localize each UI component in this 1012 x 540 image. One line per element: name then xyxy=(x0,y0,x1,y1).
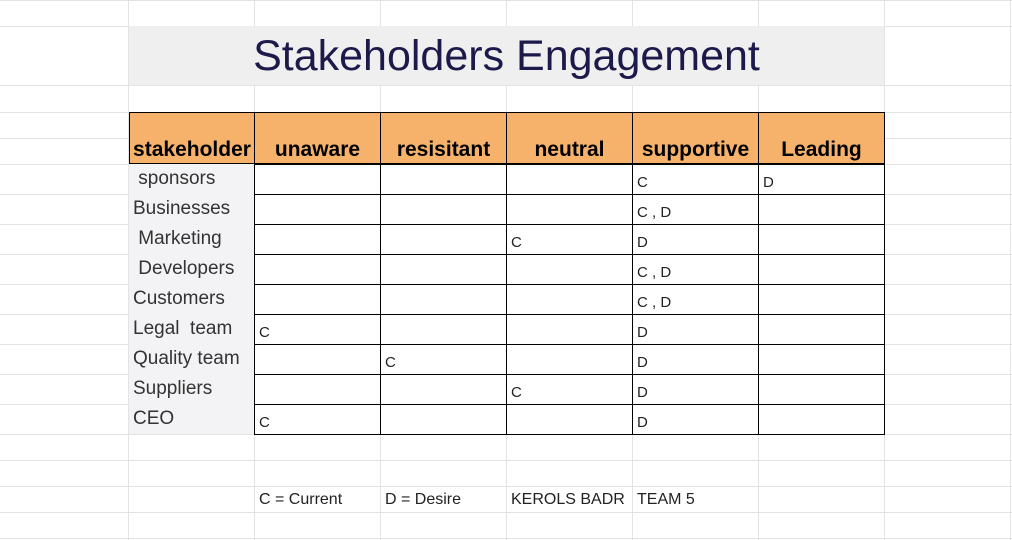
engagement-cell[interactable] xyxy=(380,374,507,405)
engagement-cell[interactable] xyxy=(506,284,633,315)
engagement-cell[interactable] xyxy=(758,374,885,405)
engagement-cell[interactable]: C , D xyxy=(632,254,759,285)
engagement-cell[interactable] xyxy=(758,284,885,315)
engagement-cell[interactable]: C xyxy=(506,224,633,255)
engagement-cell[interactable] xyxy=(254,254,381,285)
engagement-cell[interactable] xyxy=(254,374,381,405)
author-name[interactable]: KEROLS BADR xyxy=(511,491,625,508)
engagement-cell[interactable] xyxy=(758,344,885,375)
row-gridline xyxy=(0,0,1012,1)
stakeholder-name-cell[interactable]: Quality team xyxy=(129,344,255,374)
engagement-cell[interactable] xyxy=(506,404,633,435)
column-gridline xyxy=(1010,0,1011,540)
stakeholder-name-cell[interactable]: Marketing xyxy=(129,224,255,254)
engagement-cell[interactable]: D xyxy=(632,344,759,375)
row-gridline xyxy=(0,538,1012,539)
header-cell-2[interactable]: resisitant xyxy=(380,112,507,164)
engagement-cell[interactable]: C xyxy=(254,314,381,345)
sheet-title[interactable]: Stakeholders Engagement xyxy=(253,32,760,80)
engagement-cell[interactable] xyxy=(758,314,885,345)
engagement-cell[interactable] xyxy=(254,164,381,195)
stakeholder-name-cell[interactable]: Customers xyxy=(129,284,255,314)
stakeholder-name-cell[interactable]: Businesses xyxy=(129,194,255,224)
engagement-cell[interactable] xyxy=(380,284,507,315)
engagement-cell[interactable]: C , D xyxy=(632,194,759,225)
engagement-cell[interactable] xyxy=(758,194,885,225)
legend-desire[interactable]: D = Desire xyxy=(385,491,462,508)
engagement-cell[interactable] xyxy=(380,314,507,345)
legend-current[interactable]: C = Current xyxy=(259,491,343,508)
engagement-cell[interactable]: D xyxy=(632,404,759,435)
engagement-cell[interactable] xyxy=(506,314,633,345)
engagement-cell[interactable] xyxy=(506,194,633,225)
engagement-cell[interactable] xyxy=(506,344,633,375)
engagement-cell[interactable]: C xyxy=(632,164,759,195)
engagement-cell[interactable] xyxy=(758,254,885,285)
engagement-cell[interactable]: D xyxy=(632,224,759,255)
engagement-cell[interactable] xyxy=(380,194,507,225)
engagement-cell[interactable] xyxy=(254,224,381,255)
engagement-cell[interactable] xyxy=(380,254,507,285)
engagement-cell[interactable]: C xyxy=(506,374,633,405)
header-cell-3[interactable]: neutral xyxy=(506,112,633,164)
engagement-cell[interactable]: C , D xyxy=(632,284,759,315)
engagement-cell[interactable]: D xyxy=(632,374,759,405)
engagement-cell[interactable] xyxy=(758,404,885,435)
header-cell-1[interactable]: unaware xyxy=(254,112,381,164)
header-cell-0[interactable]: stakeholder xyxy=(129,112,255,164)
engagement-cell[interactable]: C xyxy=(380,344,507,375)
row-gridline xyxy=(0,460,1012,461)
stakeholder-name-cell[interactable]: Developers xyxy=(129,254,255,284)
engagement-cell[interactable]: C xyxy=(254,404,381,435)
header-cell-4[interactable]: supportive xyxy=(632,112,759,164)
engagement-cell[interactable] xyxy=(758,224,885,255)
engagement-cell[interactable] xyxy=(506,164,633,195)
title-cell-background xyxy=(129,26,884,85)
column-gridline xyxy=(128,0,129,540)
engagement-cell[interactable] xyxy=(254,194,381,225)
engagement-cell[interactable] xyxy=(380,404,507,435)
row-gridline xyxy=(0,512,1012,513)
engagement-cell[interactable] xyxy=(254,284,381,315)
team-label[interactable]: TEAM 5 xyxy=(637,491,695,508)
engagement-cell[interactable] xyxy=(380,224,507,255)
stakeholder-name-cell[interactable]: sponsors xyxy=(129,164,255,194)
header-cell-5[interactable]: Leading xyxy=(758,112,885,164)
engagement-cell[interactable]: D xyxy=(758,164,885,195)
engagement-cell[interactable] xyxy=(506,254,633,285)
stakeholder-name-cell[interactable]: CEO xyxy=(129,404,255,434)
engagement-cell[interactable] xyxy=(254,344,381,375)
engagement-cell[interactable]: D xyxy=(632,314,759,345)
stakeholder-name-cell[interactable]: Legal team xyxy=(129,314,255,344)
row-gridline xyxy=(0,486,1012,487)
row-gridline xyxy=(0,85,1012,86)
stakeholder-name-cell[interactable]: Suppliers xyxy=(129,374,255,404)
engagement-cell[interactable] xyxy=(380,164,507,195)
